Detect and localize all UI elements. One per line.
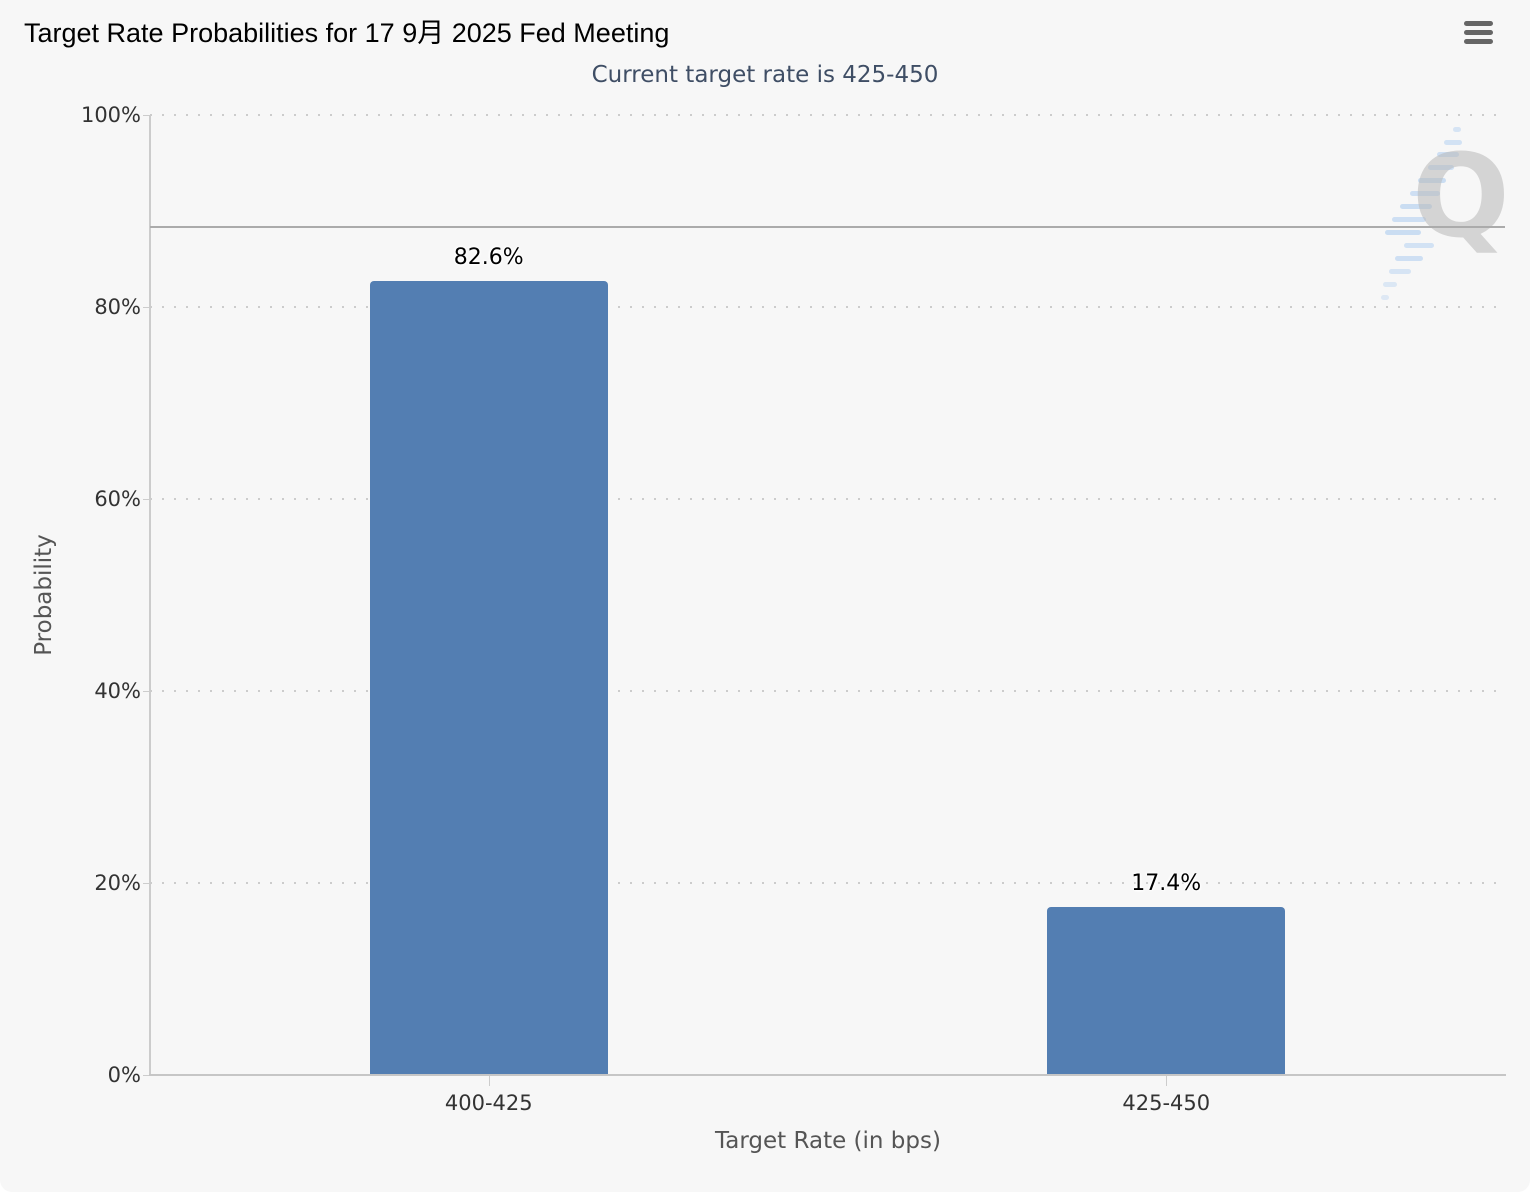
reference-line	[150, 226, 1505, 229]
y-axis-label: 60%	[94, 487, 141, 511]
x-axis-label: 400-425	[444, 1091, 533, 1115]
watermark-motion-line	[1389, 269, 1411, 274]
hamburger-bar	[1463, 29, 1493, 35]
x-axis-label: 425-450	[1122, 1091, 1211, 1115]
y-gridline	[150, 306, 1505, 308]
y-axis-title: Probability	[31, 534, 57, 656]
watermark-motion-line	[1385, 230, 1421, 235]
watermark-motion-line	[1395, 256, 1423, 261]
bar-value-label: 17.4%	[1131, 870, 1202, 896]
y-axis-tick	[143, 1075, 149, 1076]
watermark-motion-line	[1444, 140, 1462, 145]
bar-400-425[interactable]	[369, 281, 608, 1074]
y-axis-label: 100%	[80, 103, 141, 127]
y-axis-tick	[143, 307, 149, 308]
watermark-motion-line	[1418, 178, 1446, 183]
y-axis-label: 0%	[107, 1063, 141, 1087]
x-axis-tick	[488, 1076, 490, 1086]
x-axis-title: Target Rate (in bps)	[715, 1128, 941, 1154]
y-axis-line	[149, 115, 151, 1075]
hamburger-bar	[1463, 20, 1493, 26]
y-axis-tick	[143, 499, 149, 500]
watermark-motion-line	[1381, 295, 1389, 300]
hamburger-bar	[1463, 38, 1493, 44]
y-axis-label: 80%	[94, 295, 141, 319]
y-axis-label: 40%	[94, 679, 141, 703]
y-gridline	[150, 690, 1505, 692]
bar-value-label: 82.6%	[453, 245, 524, 271]
chart-title: Target Rate Probabilities for 17 9月 2025…	[24, 18, 670, 48]
hamburger-menu-icon[interactable]	[1462, 20, 1494, 48]
bar-425-450[interactable]	[1047, 906, 1286, 1074]
watermark-motion-line	[1410, 191, 1440, 196]
x-axis-tick	[1166, 1076, 1168, 1086]
watermark-motion-line	[1404, 243, 1434, 248]
y-axis-label: 20%	[94, 871, 141, 895]
y-gridline	[150, 498, 1505, 500]
y-gridline	[150, 114, 1505, 116]
y-axis-tick	[143, 115, 149, 116]
q-logo-watermark: Q	[1372, 120, 1512, 310]
y-axis-tick	[143, 691, 149, 692]
watermark-motion-line	[1428, 165, 1454, 170]
x-axis-line	[149, 1074, 1506, 1076]
watermark-motion-line	[1400, 204, 1432, 209]
q-letter: Q	[1412, 130, 1510, 264]
y-axis-tick	[143, 883, 149, 884]
watermark-motion-line	[1437, 152, 1459, 157]
y-gridline	[150, 882, 1505, 884]
watermark-motion-line	[1392, 217, 1426, 222]
chart-subtitle: Current target rate is 425-450	[591, 62, 939, 88]
watermark-motion-line	[1453, 127, 1461, 132]
watermark-motion-line	[1383, 282, 1397, 287]
